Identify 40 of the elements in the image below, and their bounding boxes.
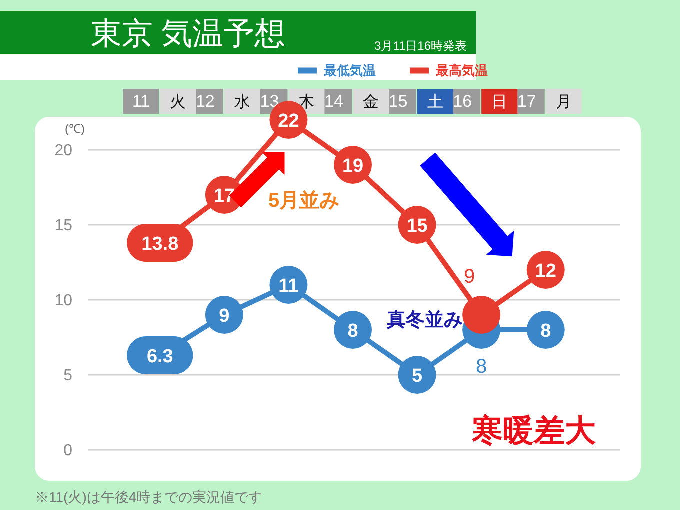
category-label: 17 月 — [517, 92, 572, 111]
legend-label: 最高気温 — [435, 62, 488, 78]
data-label: 19 — [342, 156, 364, 177]
data-label: 8 — [476, 356, 488, 378]
point — [526, 311, 565, 349]
category-label: 16 日 — [453, 92, 508, 111]
annotation: 寒暖差大 — [471, 413, 596, 448]
data-label: 13.8 — [142, 234, 179, 255]
y-tick-label: 20 — [54, 142, 73, 160]
annotation: 5月並み — [268, 190, 340, 212]
point — [462, 296, 501, 334]
category-label: 13 木 — [260, 92, 315, 111]
annotation: 真冬並み — [386, 309, 463, 331]
chart-title: 東京 気温予想 — [91, 16, 286, 51]
data-label: 6.3 — [146, 346, 174, 368]
category-label: 11 火 — [132, 92, 186, 111]
data-label: 15 — [406, 216, 428, 237]
data-label: 9 — [219, 306, 230, 327]
category-label: 15 土 — [388, 92, 444, 111]
text: ※11(火)は午後4時までの実況値です — [35, 489, 263, 505]
y-axis-title: (℃) — [65, 122, 85, 136]
point — [334, 311, 372, 349]
legend-label: 最低気温 — [323, 62, 376, 78]
y-tick-label: 5 — [64, 368, 73, 384]
data-label: 22 — [278, 111, 300, 132]
category-label: 14 金 — [324, 92, 379, 111]
data-label: 8 — [348, 321, 358, 342]
point — [398, 356, 436, 394]
data-label: 11 — [278, 276, 300, 297]
y-tick-label: 10 — [54, 292, 73, 310]
category-label: 12 水 — [196, 92, 250, 111]
data-label: 8 — [540, 321, 552, 342]
data-label: 9 — [464, 266, 476, 288]
data-label: 12 — [535, 261, 556, 282]
text: 3月11日16時発表 — [374, 39, 467, 53]
data-label: 5 — [412, 366, 423, 387]
y-tick-label: 0 — [64, 442, 73, 460]
point — [205, 296, 244, 334]
y-tick-label: 15 — [54, 218, 73, 234]
data-label: 17 — [214, 186, 235, 207]
